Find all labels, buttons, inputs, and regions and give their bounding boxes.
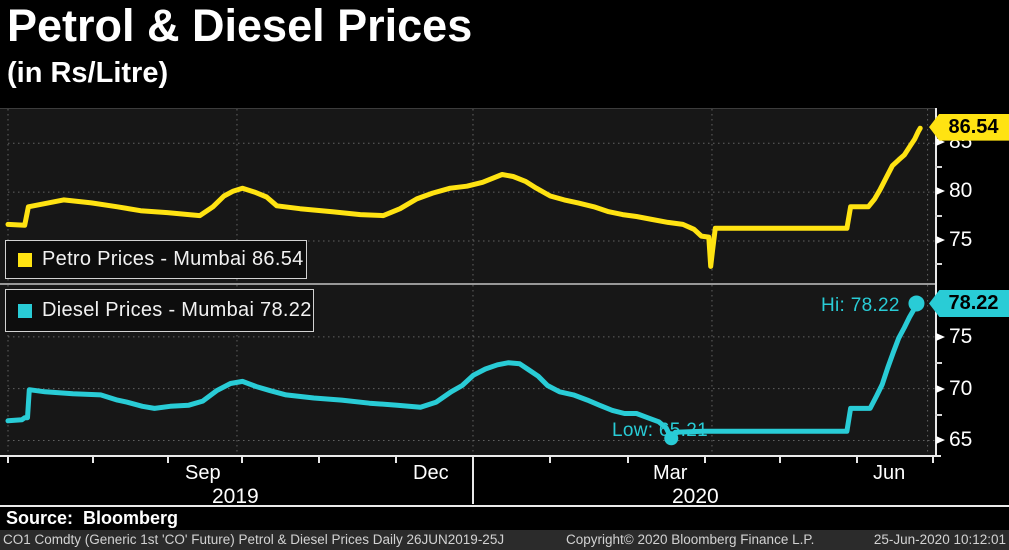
- x-axis-month-tick: [856, 457, 859, 463]
- x-axis-month-label: Mar: [653, 462, 688, 484]
- y-axis-minor-tick: [935, 263, 942, 266]
- year-separator-tick: [471, 457, 474, 504]
- y-axis-spine: [935, 108, 937, 457]
- y-axis-minor-tick: [935, 214, 942, 217]
- diesel-legend-label: Diesel Prices - Mumbai 78.22: [42, 299, 312, 321]
- y-axis-arrow-tick: [936, 332, 945, 341]
- y-axis-tick-label: 75: [949, 324, 973, 348]
- x-axis-month-tick: [167, 457, 169, 463]
- panel-divider: [0, 283, 937, 285]
- x-axis-line: [0, 455, 941, 457]
- copyright-text: Copyright© 2020 Bloomberg Finance L.P.: [566, 532, 815, 547]
- petrol-legend-label: Petro Prices - Mumbai 86.54: [42, 248, 304, 270]
- y-axis-minor-tick: [935, 165, 942, 168]
- x-axis-month-tick: [92, 457, 94, 463]
- x-axis-month-tick: [7, 457, 9, 463]
- x-axis-year-label: 2020: [672, 485, 719, 508]
- petrol-price-badge: 86.54: [929, 113, 1009, 141]
- y-axis-arrow-tick: [936, 235, 945, 244]
- y-axis-arrow-tick: [936, 384, 945, 393]
- y-axis-arrow-tick: [936, 187, 945, 196]
- diesel-high-annotation: Hi: 78.22: [821, 295, 900, 316]
- footer-strip: CO1 Comdty (Generic 1st 'CO' Future) Pet…: [0, 530, 1009, 550]
- source-label: Source: Bloomberg: [6, 508, 179, 528]
- x-axis-year-label: 2019: [212, 485, 259, 508]
- y-axis-arrow-tick: [936, 436, 945, 445]
- page-title: Petrol & Diesel Prices: [7, 0, 473, 51]
- diesel-low-annotation: Low: 65.21: [612, 420, 708, 441]
- y-axis-minor-tick: [935, 413, 942, 416]
- y-axis-tick-label: 80: [949, 179, 973, 203]
- x-axis-month-tick: [394, 457, 397, 463]
- x-axis-month-label: Dec: [413, 462, 449, 484]
- diesel-line-chart[interactable]: [5, 285, 935, 455]
- diesel-legend[interactable]: Diesel Prices - Mumbai 78.22: [5, 289, 314, 332]
- y-axis-arrow-tick: [936, 138, 945, 147]
- y-axis-minor-tick: [935, 361, 942, 364]
- diesel-swatch-icon: [18, 303, 32, 318]
- y-axis-tick-label: 70: [949, 376, 973, 400]
- y-axis-tick-label: 75: [949, 227, 973, 251]
- timestamp-text: 25-Jun-2020 10:12:01: [873, 532, 1006, 547]
- x-axis-month-tick: [318, 457, 320, 463]
- x-axis-month-tick: [704, 457, 706, 463]
- petrol-swatch-icon: [18, 252, 32, 267]
- y-axis-tick-label: 65: [949, 428, 973, 452]
- petrol-legend[interactable]: Petro Prices - Mumbai 86.54: [5, 240, 307, 279]
- x-axis-month-label: Sep: [185, 462, 221, 484]
- x-axis-month-tick: [549, 457, 552, 463]
- x-axis-month-tick: [240, 457, 243, 463]
- page-subtitle: (in Rs/Litre): [7, 57, 169, 89]
- ticker-description: CO1 Comdty (Generic 1st 'CO' Future) Pet…: [3, 532, 505, 547]
- x-axis-month-tick: [626, 457, 629, 463]
- x-axis-month-tick: [779, 457, 781, 463]
- footer-divider-line: [0, 505, 1009, 507]
- x-axis-month-label: Jun: [873, 462, 906, 484]
- x-axis-month-tick: [932, 457, 935, 463]
- diesel-price-badge: 78.22: [929, 289, 1009, 317]
